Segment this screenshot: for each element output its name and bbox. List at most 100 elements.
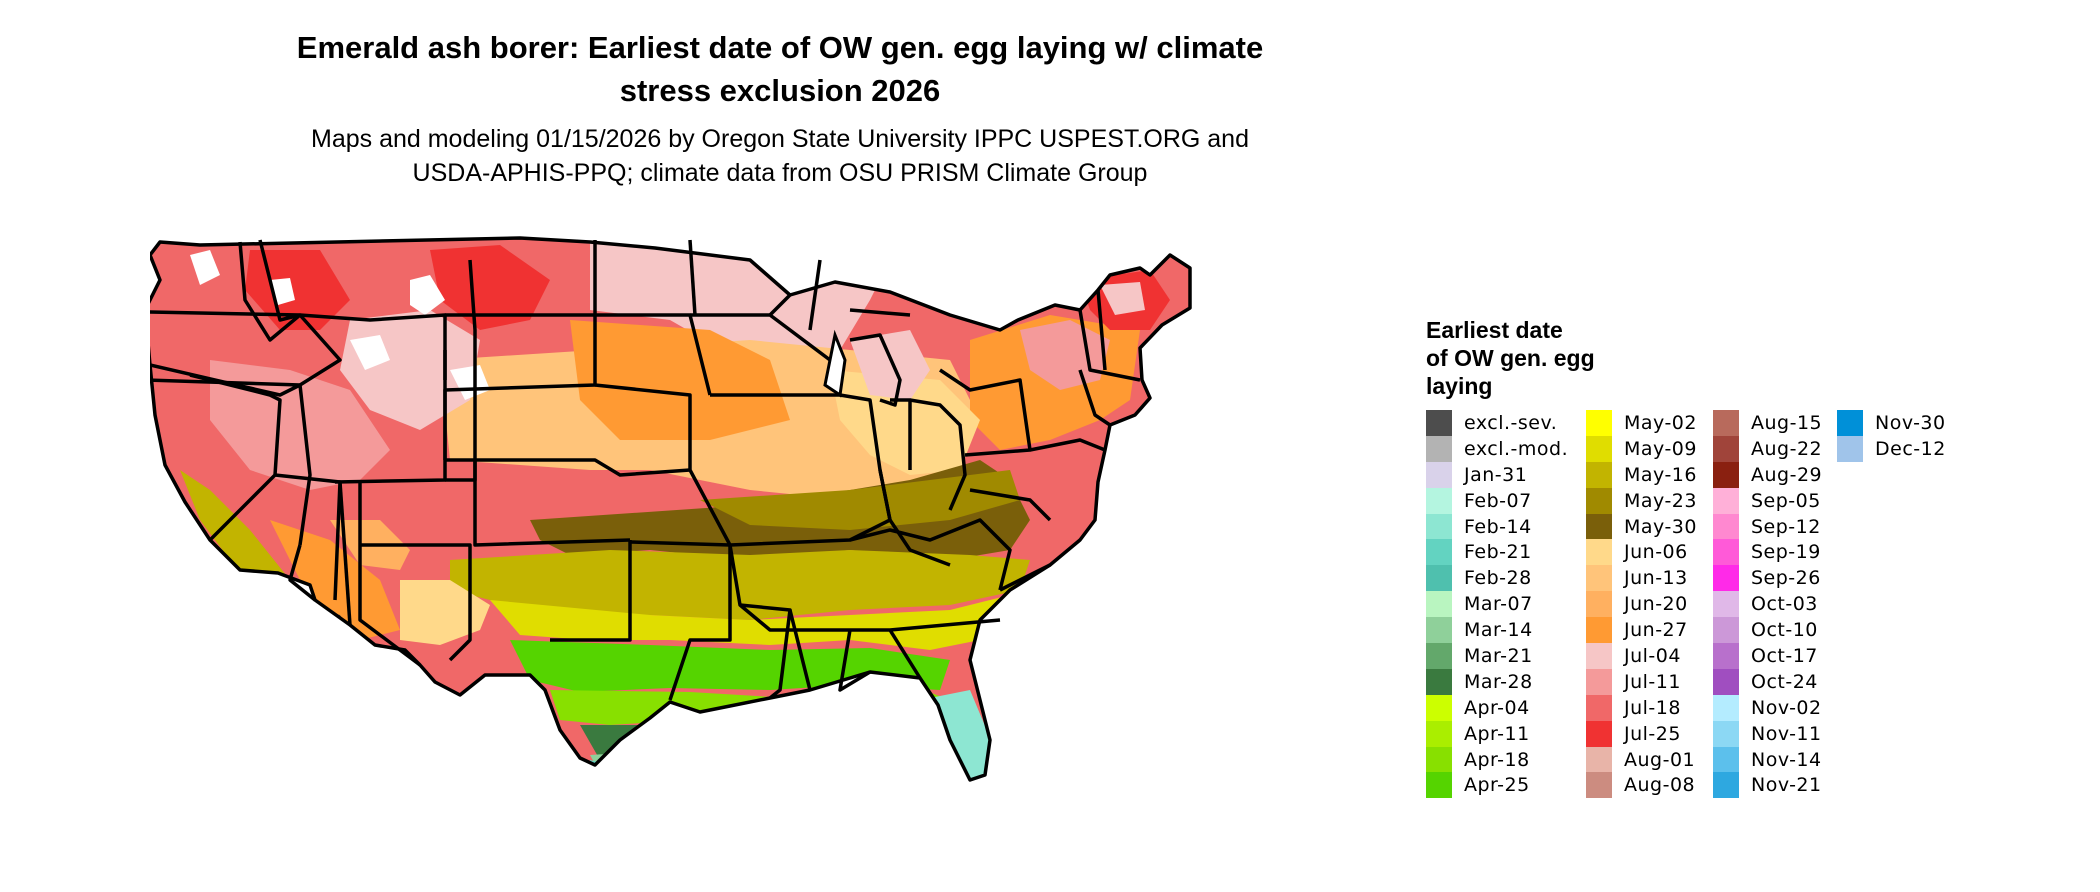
legend-label: Feb-14 bbox=[1464, 515, 1532, 538]
legend-item: Jun-27 bbox=[1586, 617, 1697, 644]
legend-item: Jul-25 bbox=[1586, 720, 1697, 747]
legend-label: Feb-21 bbox=[1464, 541, 1532, 564]
legend-label: May-30 bbox=[1624, 515, 1697, 538]
legend-label: Jul-18 bbox=[1624, 696, 1681, 719]
legend-label: May-23 bbox=[1624, 489, 1697, 512]
legend-swatch bbox=[1426, 694, 1452, 721]
legend-swatch bbox=[1426, 487, 1452, 514]
legend-label: Mar-07 bbox=[1464, 593, 1533, 616]
legend-label: Jun-27 bbox=[1624, 619, 1688, 642]
legend-swatch bbox=[1586, 720, 1612, 747]
legend-swatch bbox=[1713, 694, 1739, 721]
legend-swatch bbox=[1586, 591, 1612, 618]
legend-item: Jun-13 bbox=[1586, 565, 1697, 592]
legend-swatch bbox=[1426, 642, 1452, 669]
map-title-line-1: Emerald ash borer: Earliest date of OW g… bbox=[296, 30, 1264, 65]
legend-label: Jan-31 bbox=[1464, 463, 1528, 486]
legend-item: May-09 bbox=[1586, 435, 1697, 462]
legend-swatch bbox=[1713, 772, 1739, 799]
legend-item: May-23 bbox=[1586, 487, 1697, 514]
legend-item: Mar-07 bbox=[1426, 591, 1568, 618]
legend-label: Oct-10 bbox=[1751, 619, 1818, 642]
legend-label: Aug-15 bbox=[1751, 411, 1823, 434]
legend-item: Aug-29 bbox=[1713, 461, 1822, 488]
legend-swatch bbox=[1586, 617, 1612, 644]
legend-swatch bbox=[1426, 461, 1452, 488]
legend-swatch bbox=[1586, 409, 1612, 436]
legend-swatch bbox=[1713, 539, 1739, 566]
legend-label: Apr-04 bbox=[1464, 696, 1530, 719]
legend-swatch bbox=[1426, 591, 1452, 618]
legend-swatch bbox=[1586, 539, 1612, 566]
legend-item: Nov-30 bbox=[1837, 409, 1946, 436]
legend-swatch bbox=[1713, 720, 1739, 747]
legend-item: Sep-05 bbox=[1713, 487, 1822, 514]
legend-swatch bbox=[1426, 539, 1452, 566]
map-subtitle-line-2: USDA-APHIS-PPQ; climate data from OSU PR… bbox=[412, 159, 1148, 187]
legend-label: Nov-02 bbox=[1751, 696, 1822, 719]
legend-label: Apr-18 bbox=[1464, 748, 1530, 771]
legend-swatch bbox=[1586, 746, 1612, 773]
legend-item: Oct-24 bbox=[1713, 668, 1822, 695]
legend-label: Jun-20 bbox=[1624, 593, 1688, 616]
legend-item: Aug-15 bbox=[1713, 409, 1823, 436]
legend-item: Jul-04 bbox=[1586, 642, 1697, 669]
legend-swatch bbox=[1426, 565, 1452, 592]
legend-label: Apr-11 bbox=[1464, 722, 1530, 745]
legend-swatch bbox=[1713, 487, 1739, 514]
legend-label: Oct-17 bbox=[1751, 644, 1818, 667]
legend-swatch bbox=[1586, 772, 1612, 799]
legend-swatch bbox=[1713, 642, 1739, 669]
legend-label: Feb-07 bbox=[1464, 489, 1532, 512]
legend-column: excl.-sev. excl.-mod. Jan-31 Feb-07 Feb-14 Fe… bbox=[1426, 409, 1568, 799]
map-title: Emerald ash borer: Earliest date of OW g… bbox=[150, 26, 1410, 112]
legend-swatch bbox=[1426, 409, 1452, 436]
legend-label: Nov-14 bbox=[1751, 748, 1822, 771]
legend-swatch bbox=[1713, 668, 1739, 695]
legend-item: Mar-28 bbox=[1426, 668, 1568, 695]
legend-item: Oct-03 bbox=[1713, 591, 1822, 618]
legend-swatch bbox=[1426, 617, 1452, 644]
legend-column: Nov-30 Dec-12 bbox=[1837, 409, 1946, 462]
legend-label: Jun-13 bbox=[1624, 567, 1688, 590]
legend-column: Aug-15 Aug-22 Aug-29 Sep-05 Sep-12 Sep-19 Sep-… bbox=[1713, 409, 1823, 799]
legend-column: May-02 May-09 May-16 May-23 May-30 Jun-06 Jun-… bbox=[1586, 409, 1697, 799]
map-subtitle: Maps and modeling 01/15/2026 by Oregon S… bbox=[150, 122, 1410, 190]
legend-label: Apr-25 bbox=[1464, 774, 1530, 797]
legend-label: Nov-30 bbox=[1875, 411, 1946, 434]
legend-label: Sep-19 bbox=[1751, 541, 1821, 564]
map-subtitle-line-1: Maps and modeling 01/15/2026 by Oregon S… bbox=[311, 125, 1249, 153]
legend-label: Aug-01 bbox=[1624, 748, 1696, 771]
legend-label: Sep-26 bbox=[1751, 567, 1821, 590]
legend-item: Apr-18 bbox=[1426, 746, 1568, 773]
legend-label: Jul-11 bbox=[1624, 670, 1681, 693]
legend-item: Sep-19 bbox=[1713, 539, 1822, 566]
legend-swatch bbox=[1426, 772, 1452, 799]
legend-item: Nov-21 bbox=[1713, 772, 1822, 799]
legend-label: Jun-06 bbox=[1624, 541, 1688, 564]
legend-item: Apr-25 bbox=[1426, 772, 1568, 799]
legend-item: Nov-11 bbox=[1713, 720, 1822, 747]
legend-swatch bbox=[1586, 694, 1612, 721]
legend-item: May-02 bbox=[1586, 409, 1697, 436]
legend-swatch bbox=[1586, 668, 1612, 695]
legend-swatch bbox=[1713, 617, 1739, 644]
legend-swatch bbox=[1586, 461, 1612, 488]
legend-label: Mar-14 bbox=[1464, 619, 1533, 642]
legend-swatch bbox=[1713, 565, 1739, 592]
legend-title: Earliest date of OW gen. egg laying bbox=[1426, 316, 1686, 400]
state-borders bbox=[150, 236, 1192, 782]
legend-item: Nov-14 bbox=[1713, 746, 1822, 773]
legend-item: Aug-22 bbox=[1713, 435, 1822, 462]
legend-label: Aug-08 bbox=[1624, 774, 1696, 797]
legend-item: Aug-08 bbox=[1586, 772, 1697, 799]
legend-label: Jul-25 bbox=[1624, 722, 1681, 745]
legend-item: Oct-10 bbox=[1713, 617, 1822, 644]
us-map bbox=[150, 236, 1192, 782]
legend-item: Mar-14 bbox=[1426, 617, 1568, 644]
legend-label: Mar-28 bbox=[1464, 670, 1533, 693]
legend-swatch bbox=[1586, 513, 1612, 540]
legend-item: Jul-18 bbox=[1586, 694, 1697, 721]
legend-label: Dec-12 bbox=[1875, 437, 1946, 460]
legend-item: excl.-sev. bbox=[1426, 409, 1568, 436]
